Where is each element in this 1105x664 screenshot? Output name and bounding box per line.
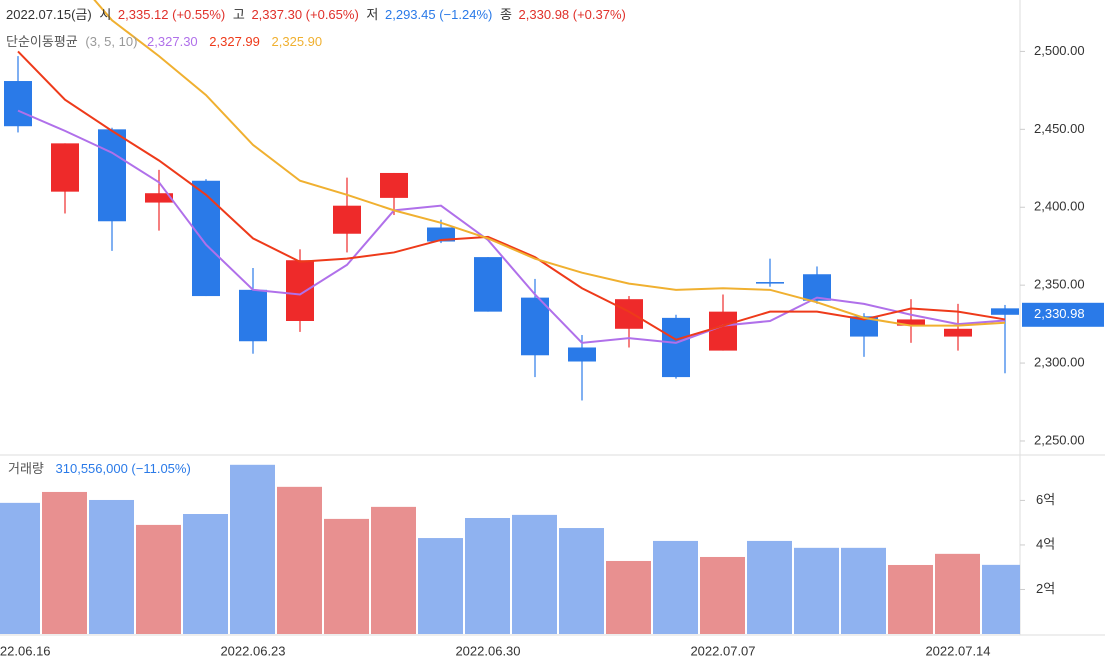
volume-bar — [183, 513, 228, 634]
ma-line — [17, 50, 1006, 341]
volume-bar — [89, 499, 134, 634]
volume-bar — [418, 538, 463, 634]
volume-bar — [700, 556, 745, 634]
header: 2022.07.15(금) 시 2,335.12 (+0.55%) 고 2,33… — [6, 7, 626, 22]
y-tick-label: 2,350.00 — [1034, 277, 1085, 292]
volume-bar — [324, 518, 369, 634]
candle-body — [991, 308, 1019, 315]
y-tick-label: 2,250.00 — [1034, 432, 1085, 447]
low-label: 저 — [366, 7, 378, 22]
last-price-label: 2,330.98 — [1034, 306, 1085, 321]
candle-body — [286, 260, 314, 321]
candle-body — [333, 205, 361, 234]
volume-bar — [42, 491, 87, 634]
open-label: 시 — [99, 7, 111, 22]
candle-body — [145, 193, 173, 203]
y-tick-label: 2,300.00 — [1034, 355, 1085, 370]
candle-body — [521, 297, 549, 356]
volume-bar — [277, 486, 322, 634]
volume-bar — [512, 514, 557, 634]
y-tick-label: 2,450.00 — [1034, 121, 1085, 136]
candle-body — [897, 319, 925, 326]
volume-bar — [606, 560, 651, 634]
volume-title: 거래량 — [8, 461, 44, 476]
close-label: 종 — [500, 7, 512, 22]
volume-bar — [559, 528, 604, 634]
volume-header: 거래량 310,556,000 (−11.05%) — [8, 461, 191, 476]
candle-body — [239, 289, 267, 342]
candle-body — [850, 316, 878, 337]
x-tick-label: 2022.06.30 — [455, 643, 520, 658]
volume-bar — [935, 553, 980, 634]
volume-bar — [841, 547, 886, 634]
x-tick-label: 2022.07.14 — [925, 643, 990, 658]
candle-body — [568, 347, 596, 362]
candle-body — [662, 317, 690, 378]
volume-bar — [747, 540, 792, 634]
volume-bar — [982, 564, 1020, 634]
candle-body — [709, 311, 737, 351]
candle-body — [192, 180, 220, 297]
volume-bar — [794, 547, 839, 634]
volume-bar — [230, 464, 275, 634]
price-pane — [4, 0, 1019, 401]
volume-bar — [0, 502, 40, 634]
x-tick-label: 2022.07.07 — [690, 643, 755, 658]
volume-bar — [653, 540, 698, 634]
high-label: 고 — [233, 7, 245, 22]
legend-title: 단순이동평균 — [6, 34, 78, 49]
low-text: 2,293.45 (−1.24%) — [385, 7, 492, 22]
volume-bar — [888, 564, 933, 634]
volume-bar — [136, 524, 181, 634]
open-text: 2,335.12 (+0.55%) — [118, 7, 225, 22]
candle-body — [380, 172, 408, 198]
candle-body — [427, 227, 455, 242]
x-tick-label: 2022.06.16 — [0, 643, 51, 658]
date: 2022.07.15(금) — [6, 7, 92, 22]
ma-line — [93, 0, 1006, 327]
y-tick-label: 2,400.00 — [1034, 199, 1085, 214]
candle-body — [803, 274, 831, 301]
y-tick-label: 2억 — [1036, 581, 1055, 596]
candle-body — [4, 81, 32, 127]
y-tick-label: 4억 — [1036, 536, 1055, 551]
x-tick-label: 2022.06.23 — [220, 643, 285, 658]
candle-body — [944, 328, 972, 337]
marks — [0, 0, 1020, 634]
volume-pane — [0, 464, 1020, 634]
legend-entry: 2,325.90 — [272, 34, 323, 49]
volume-bar — [371, 506, 416, 634]
last-price-box — [1022, 302, 1104, 327]
ma-line — [17, 109, 1006, 344]
candle-body — [98, 129, 126, 222]
candle-body — [474, 257, 502, 312]
high-text: 2,337.30 (+0.65%) — [251, 7, 358, 22]
candle-body — [756, 282, 784, 284]
legend-entry: 2,327.99 — [209, 34, 260, 49]
legend-entry: 2,327.30 — [147, 34, 198, 49]
candle-body — [615, 299, 643, 329]
candle-body — [51, 143, 79, 192]
y-tick-label: 2,500.00 — [1034, 43, 1085, 58]
volume-subtitle: 310,556,000 (−11.05%) — [56, 461, 191, 476]
legend: 단순이동평균 (3, 5, 10) 2,327.30 2,327.99 2,32… — [6, 34, 322, 49]
y-tick-label: 6억 — [1036, 492, 1055, 507]
close-text: 2,330.98 (+0.37%) — [519, 7, 626, 22]
volume-bar — [465, 518, 510, 634]
legend-params: (3, 5, 10) — [85, 34, 137, 49]
